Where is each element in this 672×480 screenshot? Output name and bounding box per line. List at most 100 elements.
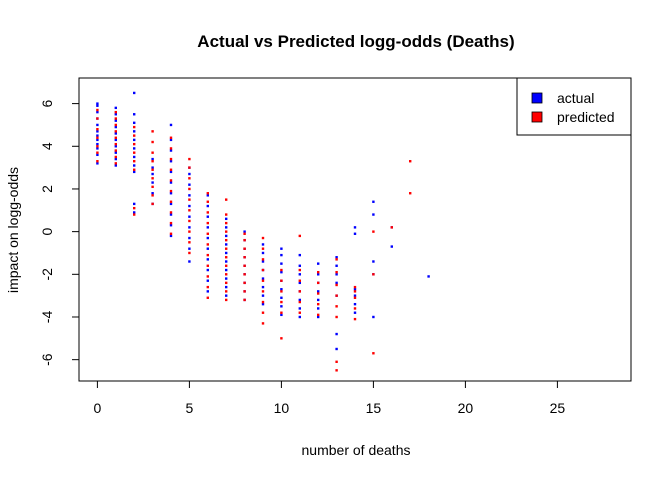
point-predicted [261, 236, 265, 240]
point-predicted [133, 160, 136, 163]
point-actual [114, 145, 117, 148]
point-predicted [169, 189, 173, 193]
point-predicted [280, 279, 283, 282]
point-predicted [225, 290, 228, 293]
point-predicted [133, 125, 136, 129]
point-actual [298, 281, 301, 285]
point-predicted [243, 247, 246, 250]
x-tick-label: 15 [366, 400, 382, 416]
point-predicted [151, 140, 154, 144]
point-predicted [261, 258, 265, 261]
point-actual [261, 285, 265, 289]
y-tick-label: -6 [39, 353, 55, 366]
point-predicted [335, 294, 338, 297]
point-predicted [114, 130, 117, 133]
point-actual [96, 138, 99, 142]
point-predicted [353, 317, 357, 321]
legend: actual predicted [516, 77, 632, 136]
point-actual [317, 315, 320, 319]
point-actual [225, 217, 228, 221]
point-predicted [225, 238, 228, 242]
point-actual [298, 253, 301, 257]
point-predicted [298, 290, 301, 293]
point-actual [169, 123, 173, 127]
point-actual [317, 307, 320, 310]
point-actual [280, 247, 283, 250]
point-predicted [206, 285, 209, 289]
point-actual [280, 296, 283, 299]
point-predicted [280, 300, 283, 304]
y-tick-label: 2 [39, 185, 55, 193]
point-predicted [188, 230, 191, 233]
y-tick-label: -4 [39, 311, 55, 324]
point-predicted [243, 290, 246, 293]
point-actual [317, 298, 320, 302]
x-axis: 0 5 10 15 20 25 [94, 380, 566, 416]
point-actual [261, 294, 265, 297]
point-predicted [243, 232, 246, 235]
point-actual [133, 147, 136, 150]
point-actual [280, 270, 283, 274]
point-predicted [353, 307, 357, 310]
point-predicted [169, 221, 173, 225]
point-actual [96, 110, 99, 114]
point-actual [353, 232, 357, 235]
point-predicted [206, 243, 209, 246]
point-predicted [133, 168, 136, 171]
point-predicted [206, 253, 209, 257]
point-predicted [169, 211, 173, 214]
point-predicted [133, 213, 136, 216]
point-actual [243, 230, 246, 233]
point-actual [114, 151, 117, 154]
point-actual [169, 224, 173, 227]
point-actual [353, 294, 357, 297]
point-predicted [243, 238, 246, 242]
point-actual [372, 260, 375, 263]
point-actual [206, 204, 209, 208]
point-predicted [335, 315, 338, 319]
point-actual [353, 302, 357, 306]
point-actual [133, 164, 136, 167]
point-actual [261, 260, 265, 263]
point-actual [96, 162, 99, 165]
point-predicted [335, 258, 338, 261]
point-actual [261, 302, 265, 306]
point-actual [169, 192, 173, 195]
point-predicted [372, 352, 375, 355]
point-actual [390, 245, 393, 248]
point-actual [298, 307, 301, 310]
y-axis-label: impact on logg-odds [5, 167, 21, 293]
legend-box [516, 77, 632, 136]
point-actual [225, 234, 228, 238]
point-actual [151, 166, 154, 169]
y-tick-label: -2 [39, 268, 55, 281]
point-actual [96, 123, 99, 127]
point-predicted [261, 290, 265, 293]
data-points [96, 91, 430, 372]
point-actual [151, 192, 154, 195]
point-actual [188, 194, 191, 197]
point-actual [225, 285, 228, 289]
point-actual [188, 183, 191, 186]
point-predicted [243, 264, 246, 267]
point-actual [96, 102, 99, 105]
point-predicted [188, 251, 191, 255]
point-actual [353, 226, 357, 229]
point-actual [335, 273, 338, 276]
point-predicted [114, 142, 117, 146]
point-actual [133, 170, 136, 174]
point-predicted [317, 313, 320, 317]
point-predicted [335, 270, 338, 274]
point-actual [151, 181, 154, 184]
point-actual [96, 147, 99, 150]
point-actual [133, 202, 136, 206]
point-actual [206, 226, 209, 229]
point-actual [151, 172, 154, 176]
point-actual [206, 279, 209, 282]
point-predicted [317, 302, 320, 306]
point-predicted [151, 168, 154, 171]
point-predicted [225, 256, 228, 259]
point-actual [133, 91, 136, 95]
point-predicted [169, 200, 173, 203]
x-tick-label: 25 [550, 400, 566, 416]
